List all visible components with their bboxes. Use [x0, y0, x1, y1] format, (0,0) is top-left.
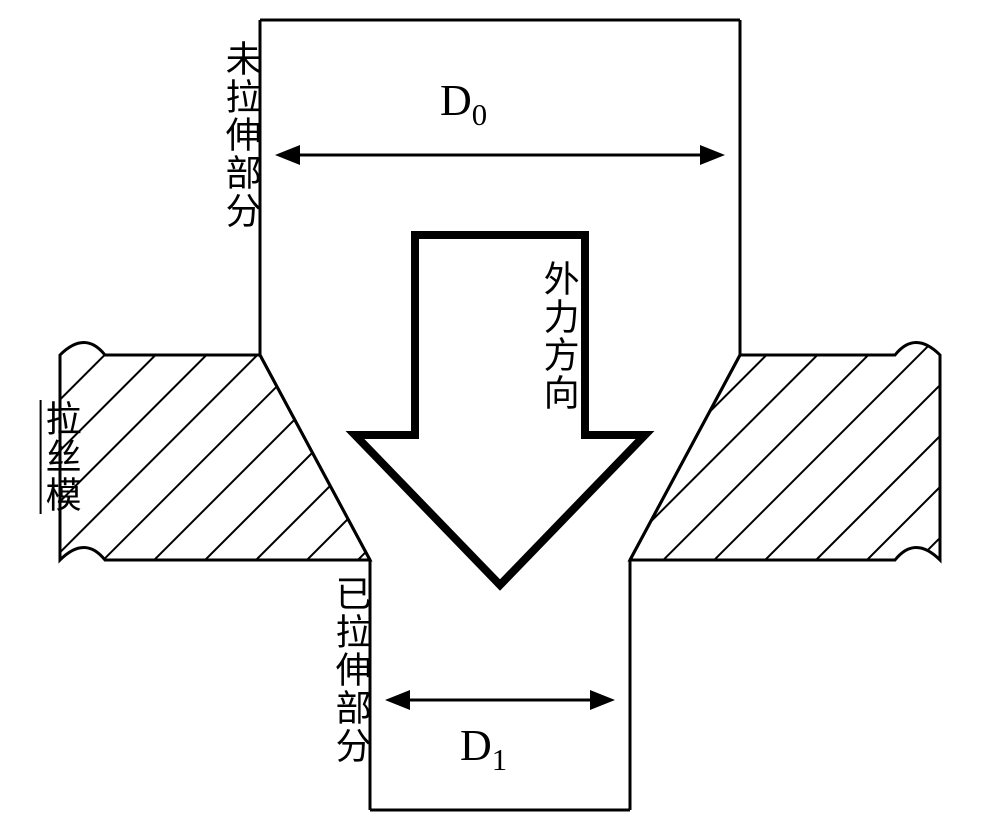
dimension-d0 — [275, 145, 725, 165]
die-left — [60, 343, 370, 561]
label-stretched: 已拉伸部分 — [330, 575, 370, 765]
label-d0: D0 — [440, 75, 487, 133]
dimension-d1 — [385, 690, 615, 710]
label-unstretched: 未拉伸部分 — [220, 40, 260, 230]
force-arrow — [355, 235, 645, 585]
label-die: 拉丝模 — [40, 400, 80, 514]
die-right — [630, 343, 940, 561]
diagram-svg — [0, 0, 1000, 830]
label-force-direction: 外力方向 — [538, 260, 578, 412]
label-d1: D1 — [460, 720, 507, 778]
